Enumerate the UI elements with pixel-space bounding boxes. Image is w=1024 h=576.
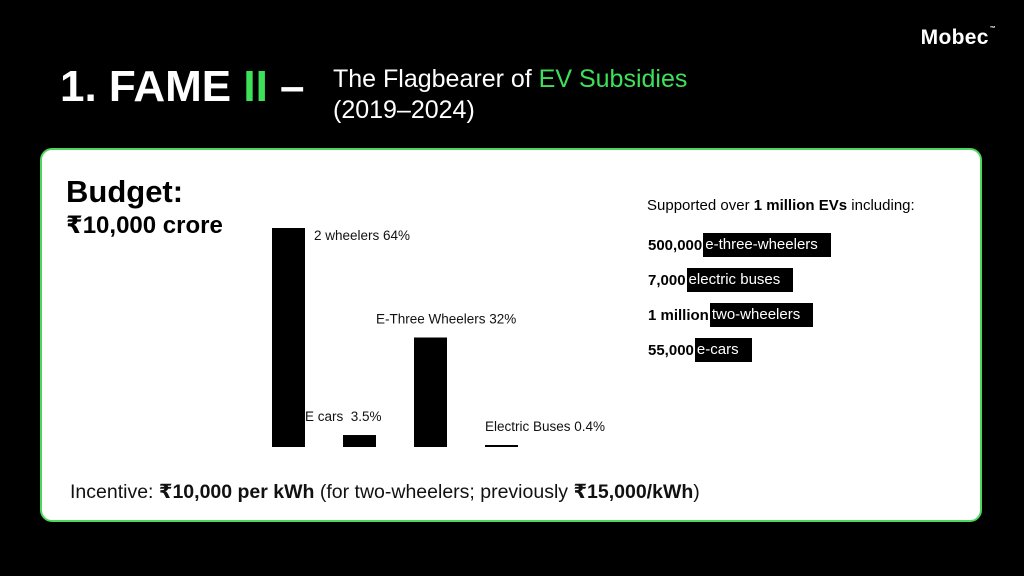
- brand-name: Mobec: [920, 26, 989, 49]
- support-intro-suffix: including:: [847, 197, 915, 214]
- support-item: 55,000 e-cars: [648, 338, 831, 362]
- incentive-note: Incentive: ₹10,000 per kWh (for two-whee…: [70, 480, 700, 504]
- incentive-suffix: ): [693, 481, 700, 503]
- title-accent: II: [243, 62, 268, 111]
- content-card: Budget: ₹10,000 crore 2 wheelers 64% E ca…: [40, 148, 982, 522]
- bar-label: E-Three Wheelers 32%: [376, 312, 516, 327]
- support-label: e-cars: [694, 338, 752, 362]
- subtitle-text: The Flagbearer of: [333, 65, 539, 93]
- incentive-prefix: Incentive:: [70, 481, 159, 503]
- support-label: electric buses: [686, 268, 794, 292]
- subtitle-line: The Flagbearer of EV Subsidies: [333, 64, 687, 95]
- bar-label: Electric Buses 0.4%: [485, 419, 605, 434]
- bar-label: 2 wheelers 64%: [314, 228, 410, 243]
- incentive-previous: ₹15,000/kWh: [573, 481, 694, 503]
- support-item: 500,000 e-three-wheelers: [648, 233, 831, 257]
- trademark-mark: ™: [989, 26, 996, 32]
- budget-share-chart: 2 wheelers 64% E cars 3.5% E-Three Wheeler…: [272, 228, 605, 447]
- incentive-middle: (for two-wheelers; previously: [314, 481, 574, 503]
- title-prefix: 1. FAME: [60, 62, 244, 111]
- support-item: 1 million two-wheelers: [648, 303, 831, 327]
- page-title: 1. FAME II –: [60, 62, 305, 112]
- support-count: 1 million: [648, 306, 709, 324]
- incentive-amount: ₹10,000 per kWh: [158, 481, 315, 503]
- support-count: 7,000: [648, 271, 686, 289]
- support-intro-bold: 1 million EVs: [753, 197, 848, 214]
- subtitle-accent: EV Subsidies: [538, 65, 688, 93]
- bar-e-cars: [343, 435, 376, 447]
- brand-logo: Mobec™: [921, 26, 996, 50]
- page-subtitle: The Flagbearer of EV Subsidies (2019–202…: [333, 64, 687, 126]
- title-suffix: –: [267, 62, 305, 111]
- support-item: 7,000 electric buses: [648, 268, 831, 292]
- subtitle-years: (2019–2024): [333, 96, 475, 124]
- support-list: 500,000 e-three-wheelers 7,000 electric bu…: [648, 233, 831, 373]
- bar-e-three-wheelers: [414, 337, 447, 447]
- budget-heading: Budget:: [66, 174, 184, 209]
- support-intro-prefix: Supported over: [647, 197, 754, 214]
- support-label: two-wheelers: [709, 303, 814, 327]
- bar-label: E cars 3.5%: [305, 409, 382, 424]
- support-label: e-three-wheelers: [703, 233, 831, 257]
- bar-electric-buses: [485, 445, 518, 447]
- support-count: 500,000: [648, 236, 703, 254]
- bar-2-wheelers: [272, 228, 305, 447]
- support-intro: Supported over 1 million EVs including:: [647, 197, 915, 214]
- support-count: 55,000: [648, 341, 694, 359]
- budget-amount: ₹10,000 crore: [66, 212, 223, 239]
